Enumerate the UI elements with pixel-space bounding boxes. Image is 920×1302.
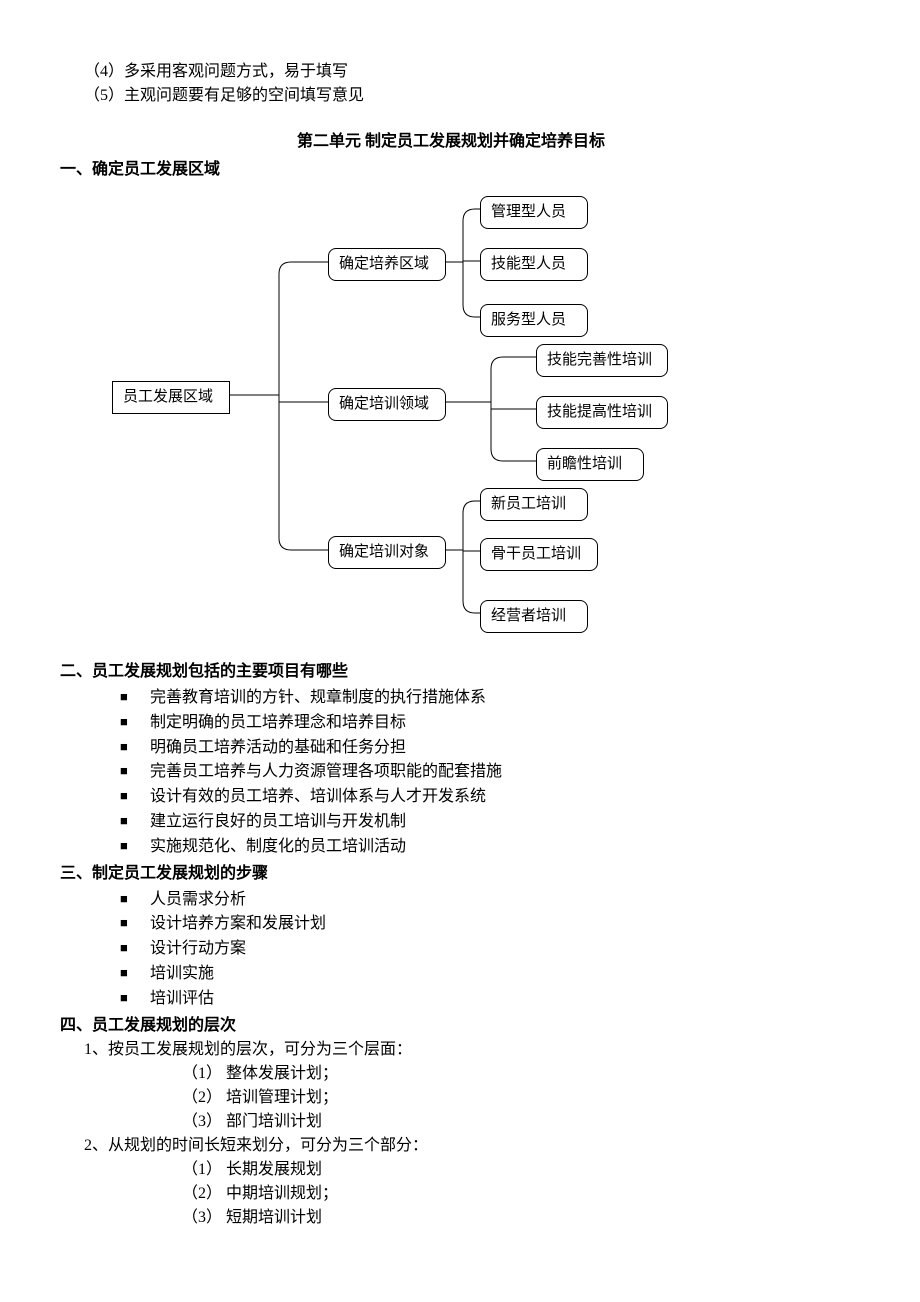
sub-item: （1） 长期发展规划: [182, 1158, 842, 1182]
section-4-title: 四、员工发展规划的层次: [60, 1014, 842, 1038]
list2-item: 建立运行良好的员工培训与开发机制: [120, 810, 842, 835]
list3-item: 人员需求分析: [120, 888, 842, 913]
tree-leaf: 新员工培训: [480, 488, 588, 521]
intro-line-4: （4）多采用客观问题方式，易于填写: [84, 60, 842, 84]
tree-leaf: 骨干员工培训: [480, 538, 598, 571]
list3-item: 培训评估: [120, 987, 842, 1012]
list2-item: 完善教育培训的方针、规章制度的执行措施体系: [120, 686, 842, 711]
section-1-title: 一、确定员工发展区域: [60, 158, 842, 182]
section-2-title: 二、员工发展规划包括的主要项目有哪些: [60, 660, 842, 684]
s4-g2-intro: 2、从规划的时间长短来划分，可分为三个部分：: [84, 1134, 842, 1158]
tree-leaf: 技能完善性培训: [536, 344, 668, 377]
tree-mid: 确定培训对象: [328, 536, 446, 569]
list3-item: 设计行动方案: [120, 937, 842, 962]
list2-item: 制定明确的员工培养理念和培养目标: [120, 711, 842, 736]
tree-leaf: 技能型人员: [480, 248, 588, 281]
connectors-svg: [60, 188, 842, 658]
tree-mid: 确定培训领域: [328, 388, 446, 421]
sub-item: （2） 中期培训规划；: [182, 1182, 842, 1206]
list2-item: 完善员工培养与人力资源管理各项职能的配套措施: [120, 760, 842, 785]
tree-diagram: 员工发展区域 确定培养区域确定培训领域确定培训对象 管理型人员技能型人员服务型人员技…: [60, 188, 842, 658]
list2-item: 实施规范化、制度化的员工培训活动: [120, 835, 842, 860]
unit-title: 第二单元 制定员工发展规划并确定培养目标: [60, 130, 842, 154]
tree-leaf: 前瞻性培训: [536, 448, 644, 481]
list2-item: 明确员工培养活动的基础和任务分担: [120, 736, 842, 761]
intro-line-5: （5）主观问题要有足够的空间填写意见: [84, 84, 842, 108]
list-3: 人员需求分析设计培养方案和发展计划设计行动方案培训实施培训评估: [120, 888, 842, 1012]
list3-item: 设计培养方案和发展计划: [120, 912, 842, 937]
tree-leaf: 管理型人员: [480, 196, 588, 229]
s4-g1-intro: 1、按员工发展规划的层次，可分为三个层面：: [84, 1038, 842, 1062]
list2-item: 设计有效的员工培养、培训体系与人才开发系统: [120, 785, 842, 810]
sub-item: （3） 部门培训计划: [182, 1110, 842, 1134]
sub-item: （1） 整体发展计划；: [182, 1062, 842, 1086]
list-2: 完善教育培训的方针、规章制度的执行措施体系制定明确的员工培养理念和培养目标明确员…: [120, 686, 842, 860]
tree-leaf: 服务型人员: [480, 304, 588, 337]
list3-item: 培训实施: [120, 962, 842, 987]
sub-item: （2） 培训管理计划；: [182, 1086, 842, 1110]
tree-root: 员工发展区域: [112, 381, 230, 414]
tree-mid: 确定培养区域: [328, 248, 446, 281]
section-3-title: 三、制定员工发展规划的步骤: [60, 862, 842, 886]
sub-item: （3） 短期培训计划: [182, 1206, 842, 1230]
tree-leaf: 经营者培训: [480, 600, 588, 633]
tree-leaf: 技能提高性培训: [536, 396, 668, 429]
